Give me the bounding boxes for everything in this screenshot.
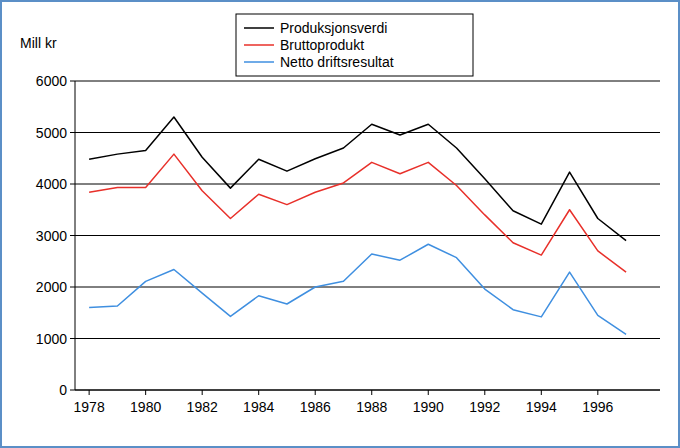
legend-box — [236, 14, 473, 76]
x-tick-label: 1990 — [413, 399, 444, 415]
x-tick — [315, 390, 316, 395]
legend-label: Netto driftsresultat — [280, 54, 394, 70]
series-line — [89, 117, 626, 241]
y-tick — [70, 81, 75, 82]
x-tick-label: 1988 — [356, 399, 387, 415]
x-tick — [484, 390, 485, 395]
x-tick-label: 1996 — [582, 399, 613, 415]
y-tick-label: 0 — [59, 382, 67, 398]
grid-line — [75, 390, 660, 391]
y-axis — [75, 81, 76, 390]
y-tick-label: 3000 — [36, 228, 67, 244]
legend-label: Bruttoprodukt — [280, 37, 364, 53]
x-tick-label: 1992 — [469, 399, 500, 415]
x-tick — [89, 390, 90, 395]
y-tick — [70, 184, 75, 185]
x-tick — [145, 390, 146, 395]
grid-line — [75, 184, 660, 185]
x-tick — [597, 390, 598, 395]
x-tick-label: 1986 — [300, 399, 331, 415]
x-tick — [258, 390, 259, 395]
x-tick-label: 1994 — [526, 399, 557, 415]
legend-swatch — [244, 61, 274, 63]
grid-line — [75, 235, 660, 236]
grid-line — [75, 132, 660, 133]
series-group — [89, 117, 626, 334]
chart: 0 1000 2000 3000 4000 5000 6000 1978 1980 1982 198… — [0, 0, 680, 448]
x-tick — [371, 390, 372, 395]
legend-swatch — [244, 44, 274, 46]
x-tick — [428, 390, 429, 395]
legend-swatch — [244, 27, 274, 29]
y-tick — [70, 338, 75, 339]
frame — [1, 1, 679, 447]
grid-line — [75, 338, 660, 339]
y-tick — [70, 132, 75, 133]
x-tick-label: 1982 — [187, 399, 218, 415]
legend: ProduksjonsverdiBruttoproduktNetto drift… — [236, 14, 473, 76]
grid-line — [75, 81, 660, 82]
x-tick-label: 1978 — [74, 399, 105, 415]
y-tick-label: 6000 — [36, 73, 67, 89]
x-tick-label: 1984 — [243, 399, 274, 415]
series-line — [89, 154, 626, 272]
y-tick-label: 1000 — [36, 331, 67, 347]
legend-label: Produksjonsverdi — [280, 20, 387, 36]
y-tick-label: 4000 — [36, 176, 67, 192]
y-tick-label: 5000 — [36, 125, 67, 141]
y-axis-label: Mill kr — [20, 35, 57, 51]
grid-line — [75, 287, 660, 288]
y-tick — [70, 287, 75, 288]
x-axis — [75, 390, 660, 391]
x-tick — [202, 390, 203, 395]
x-tick-label: 1980 — [130, 399, 161, 415]
x-tick — [541, 390, 542, 395]
y-tick — [70, 235, 75, 236]
series-line — [89, 244, 626, 334]
y-tick-label: 2000 — [36, 279, 67, 295]
y-tick — [70, 390, 75, 391]
